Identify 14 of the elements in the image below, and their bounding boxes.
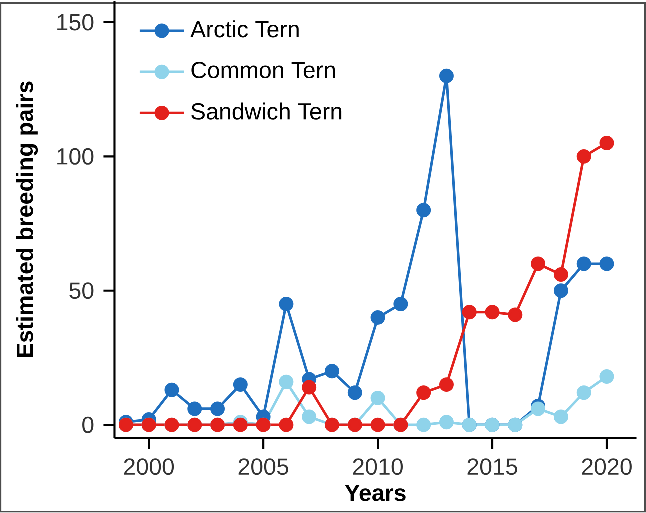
y-tick-label: 100 [58,148,94,166]
x-tick-label: 2010 [353,458,403,476]
y-tick-label: 0 [82,416,94,434]
legend-label: Common Tern [192,62,336,79]
x-tick-label: 2020 [582,458,632,476]
legend-label: Arctic Tern [190,20,299,38]
x-axis-title: Years [345,485,406,502]
legend-label: Sandwich Tern [192,102,342,120]
y-tick-label: 50 [70,282,94,300]
y-axis-title: Estimated breeding pairs [16,82,38,358]
x-tick-label: 2015 [468,458,518,476]
y-tick-label: 150 [58,14,94,31]
x-tick-label: 2000 [124,458,174,476]
x-tick-label: 2005 [238,458,288,476]
